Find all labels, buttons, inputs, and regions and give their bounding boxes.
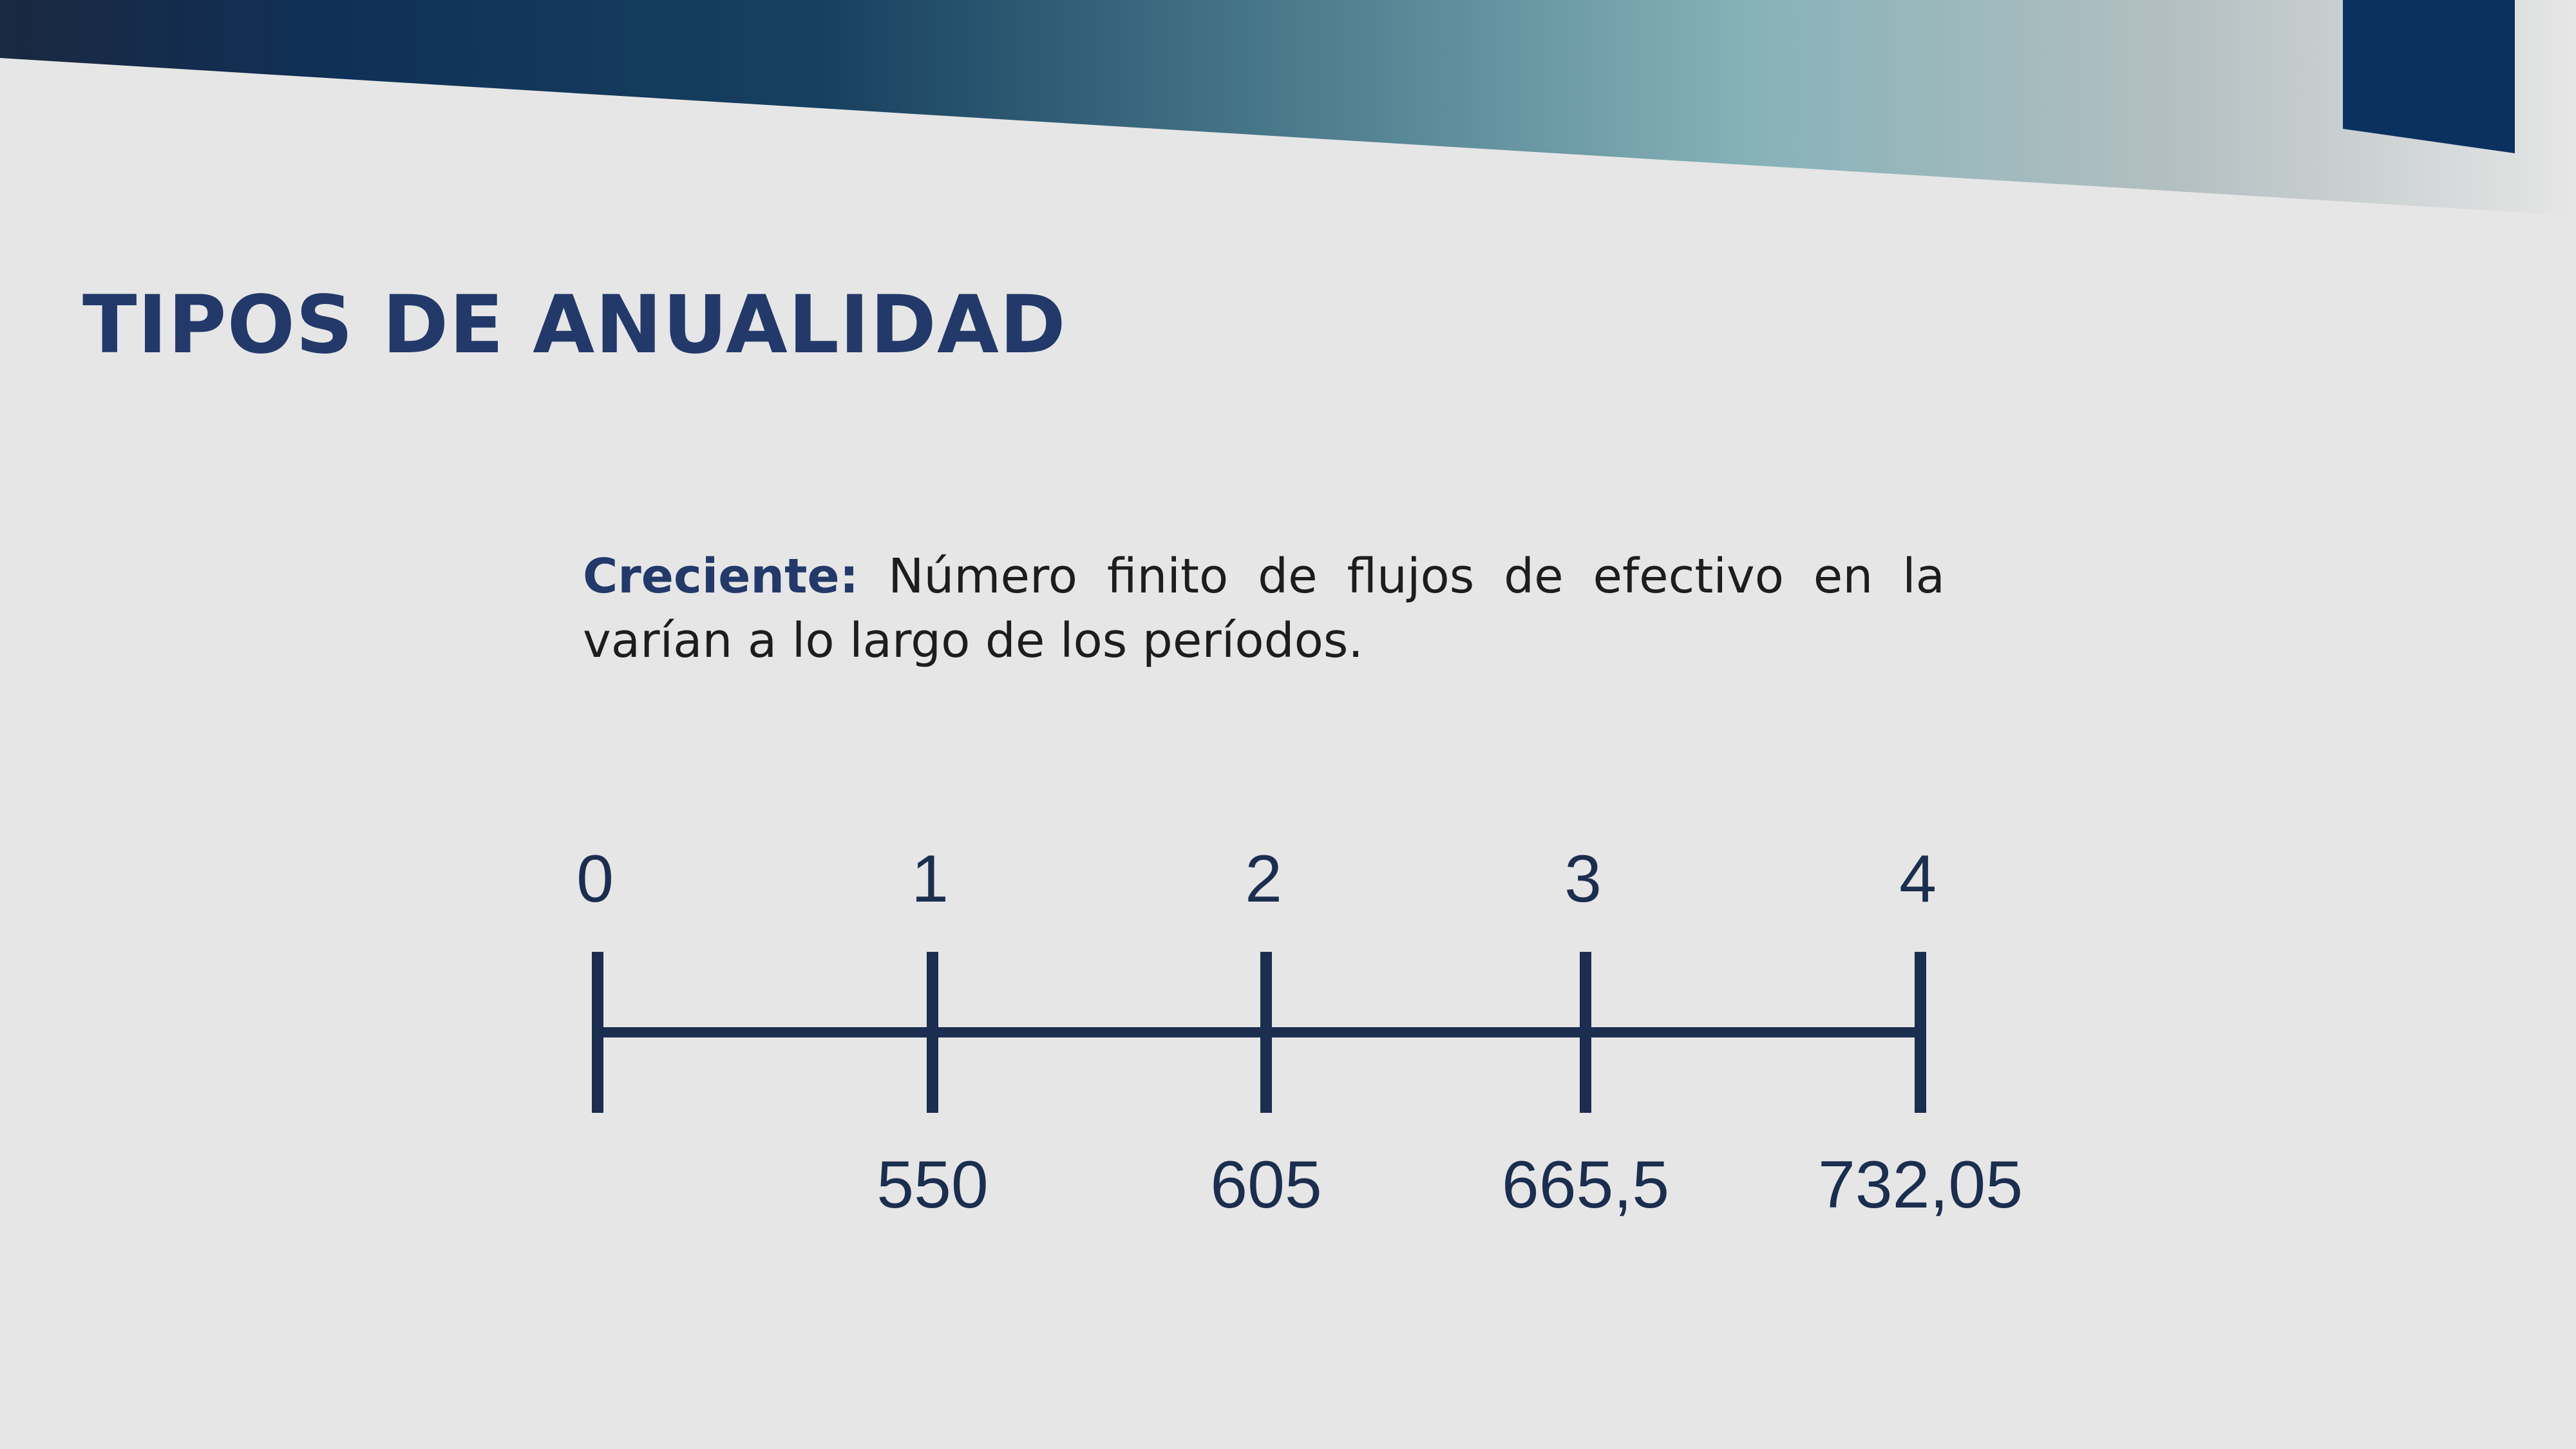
banner-corner-block	[2343, 0, 2515, 153]
period-label: 2	[1245, 842, 1282, 916]
period-label: 3	[1564, 842, 1602, 916]
header-banner	[0, 0, 2576, 216]
cash-flow-label: 665,5	[1502, 1148, 1669, 1222]
description-text: Número finito de flujos de efectivo en l…	[583, 549, 1945, 668]
period-label: 0	[576, 842, 614, 916]
description: Creciente: Número finito de flujos de ef…	[583, 544, 1945, 673]
cash-flow-label: 732,05	[1818, 1148, 2023, 1222]
slide-title: TIPOS DE ANUALIDAD	[82, 279, 1066, 372]
cash-flow-label: 550	[876, 1148, 989, 1222]
period-label: 1	[911, 842, 949, 916]
banner-gradient-band	[0, 0, 2576, 216]
cash-flow-label: 605	[1210, 1148, 1322, 1222]
period-label: 4	[1899, 842, 1937, 916]
description-term: Creciente:	[583, 549, 859, 604]
